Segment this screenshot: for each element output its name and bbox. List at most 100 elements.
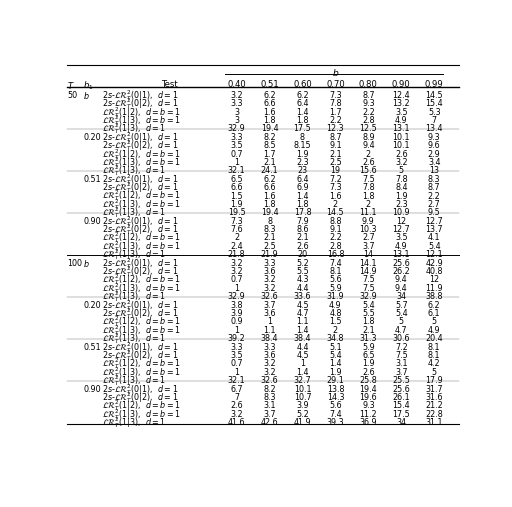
Text: 0.70: 0.70 xyxy=(326,80,345,89)
Text: 3.7: 3.7 xyxy=(263,301,276,310)
Text: 1.4: 1.4 xyxy=(296,326,309,335)
Text: 3.3: 3.3 xyxy=(230,99,243,108)
Text: 14: 14 xyxy=(364,250,373,259)
Text: 31.1: 31.1 xyxy=(425,418,443,427)
Text: 8.2: 8.2 xyxy=(263,133,276,142)
Text: 1.8: 1.8 xyxy=(263,200,276,209)
Text: $\mathcal{L}\mathcal{R}^2_T$(1|3),  $d = 1$: $\mathcal{L}\mathcal{R}^2_T$(1|3), $d = … xyxy=(102,373,166,388)
Text: 2.6: 2.6 xyxy=(362,368,375,377)
Text: 3.6: 3.6 xyxy=(263,267,276,276)
Text: $2s\text{-}\mathcal{L}\mathcal{R}^2_T$(0|2),  $d = 1$: $2s\text{-}\mathcal{L}\mathcal{R}^2_T$(0… xyxy=(102,180,178,195)
Text: $\mathcal{L}\mathcal{R}^2_T$(1|3),  $d = b = 1$: $\mathcal{L}\mathcal{R}^2_T$(1|3), $d = … xyxy=(102,155,181,170)
Text: 3.5: 3.5 xyxy=(395,234,408,242)
Text: 13.1: 13.1 xyxy=(393,124,410,133)
Text: 13.8: 13.8 xyxy=(327,385,344,393)
Text: 6.5: 6.5 xyxy=(362,351,375,360)
Text: 100: 100 xyxy=(67,259,82,268)
Text: $\mathcal{L}\mathcal{R}^2_T$(1|3),  $d = b = 1$: $\mathcal{L}\mathcal{R}^2_T$(1|3), $d = … xyxy=(102,365,181,380)
Text: 7.5: 7.5 xyxy=(395,351,408,360)
Text: 15.4: 15.4 xyxy=(393,402,410,410)
Text: 0.7: 0.7 xyxy=(230,359,243,369)
Text: 2.2: 2.2 xyxy=(428,192,441,201)
Text: 19.4: 19.4 xyxy=(359,385,377,393)
Text: 8.3: 8.3 xyxy=(263,393,276,402)
Text: $2s\text{-}\mathcal{L}\mathcal{R}^2_T$(0|2),  $d = 1$: $2s\text{-}\mathcal{L}\mathcal{R}^2_T$(0… xyxy=(102,348,178,363)
Text: 12: 12 xyxy=(396,216,407,226)
Text: 6.1: 6.1 xyxy=(428,309,440,318)
Text: 3.7: 3.7 xyxy=(362,242,375,251)
Text: 1: 1 xyxy=(234,326,239,335)
Text: 2.6: 2.6 xyxy=(395,150,408,159)
Text: 19.6: 19.6 xyxy=(359,393,377,402)
Text: 32.1: 32.1 xyxy=(228,166,245,175)
Text: 4.9: 4.9 xyxy=(395,242,408,251)
Text: 4.5: 4.5 xyxy=(296,351,309,360)
Text: 7.4: 7.4 xyxy=(329,410,342,419)
Text: 41.9: 41.9 xyxy=(294,418,311,427)
Text: 17.8: 17.8 xyxy=(294,208,311,218)
Text: 7.8: 7.8 xyxy=(395,175,408,184)
Text: 1: 1 xyxy=(234,284,239,293)
Text: 13.7: 13.7 xyxy=(425,225,443,234)
Text: 34.8: 34.8 xyxy=(327,334,344,343)
Text: $2s\text{-}\mathcal{L}\mathcal{R}^2_T$(0|2),  $d = 1$: $2s\text{-}\mathcal{L}\mathcal{R}^2_T$(0… xyxy=(102,390,178,405)
Text: 9.4: 9.4 xyxy=(362,141,375,150)
Text: 25.6: 25.6 xyxy=(392,259,410,268)
Text: 0.51: 0.51 xyxy=(260,80,279,89)
Text: $\mathcal{L}\mathcal{R}^2_T$(1|3),  $d = 1$: $\mathcal{L}\mathcal{R}^2_T$(1|3), $d = … xyxy=(102,331,166,346)
Text: 7.5: 7.5 xyxy=(362,284,375,293)
Text: 3.2: 3.2 xyxy=(263,368,276,377)
Text: 8.5: 8.5 xyxy=(263,141,276,150)
Text: 5.1: 5.1 xyxy=(329,343,342,351)
Text: 34: 34 xyxy=(396,292,407,301)
Text: $b_1$: $b_1$ xyxy=(83,80,94,92)
Text: 8.7: 8.7 xyxy=(362,91,375,100)
Text: $\mathcal{L}\mathcal{R}^2_T$(1|2),  $d = b = 1$: $\mathcal{L}\mathcal{R}^2_T$(1|2), $d = … xyxy=(102,231,181,245)
Text: 1.8: 1.8 xyxy=(296,116,309,125)
Text: 31.9: 31.9 xyxy=(327,292,344,301)
Text: 3.2: 3.2 xyxy=(230,267,243,276)
Text: 2.3: 2.3 xyxy=(296,158,309,167)
Text: $2s\text{-}\mathcal{L}\mathcal{R}^2_T$(0|2),  $d = 1$: $2s\text{-}\mathcal{L}\mathcal{R}^2_T$(0… xyxy=(102,222,178,237)
Text: 7.3: 7.3 xyxy=(230,216,243,226)
Text: 5.3: 5.3 xyxy=(428,107,440,117)
Text: $b$: $b$ xyxy=(83,90,90,101)
Text: 1.1: 1.1 xyxy=(263,326,276,335)
Text: 5.2: 5.2 xyxy=(296,259,309,268)
Text: 0.51: 0.51 xyxy=(83,175,101,184)
Text: 5.4: 5.4 xyxy=(329,351,342,360)
Text: 6.2: 6.2 xyxy=(428,301,440,310)
Text: 19.4: 19.4 xyxy=(261,124,279,133)
Text: 6.2: 6.2 xyxy=(263,91,276,100)
Text: 3: 3 xyxy=(234,107,239,117)
Text: 14.1: 14.1 xyxy=(359,259,377,268)
Text: 2.2: 2.2 xyxy=(362,107,375,117)
Text: $2s\text{-}\mathcal{L}\mathcal{R}^2_T$(0|1),  $d = 1$: $2s\text{-}\mathcal{L}\mathcal{R}^2_T$(0… xyxy=(102,130,178,144)
Text: 0.7: 0.7 xyxy=(230,150,243,159)
Text: 1.8: 1.8 xyxy=(362,317,375,327)
Text: 31.6: 31.6 xyxy=(425,393,443,402)
Text: 5.7: 5.7 xyxy=(395,301,408,310)
Text: 4.7: 4.7 xyxy=(296,309,309,318)
Text: 1.8: 1.8 xyxy=(362,192,375,201)
Text: 3.3: 3.3 xyxy=(263,343,276,351)
Text: 5: 5 xyxy=(432,317,437,327)
Text: 25.8: 25.8 xyxy=(359,376,377,385)
Text: 31.7: 31.7 xyxy=(425,385,443,393)
Text: 2.6: 2.6 xyxy=(230,402,243,410)
Text: 3.9: 3.9 xyxy=(230,309,243,318)
Text: 2.6: 2.6 xyxy=(296,242,309,251)
Text: 3.2: 3.2 xyxy=(230,259,243,268)
Text: 42.9: 42.9 xyxy=(425,259,443,268)
Text: 29.1: 29.1 xyxy=(327,376,344,385)
Text: $\mathcal{L}\mathcal{R}^2_T$(1|3),  $d = b = 1$: $\mathcal{L}\mathcal{R}^2_T$(1|3), $d = … xyxy=(102,197,181,212)
Text: 12.4: 12.4 xyxy=(393,91,410,100)
Text: $\mathcal{L}\mathcal{R}^2_T$(1|3),  $d = b = 1$: $\mathcal{L}\mathcal{R}^2_T$(1|3), $d = … xyxy=(102,281,181,296)
Text: 1.5: 1.5 xyxy=(230,192,243,201)
Text: 7.3: 7.3 xyxy=(329,183,342,192)
Text: 31.3: 31.3 xyxy=(359,334,377,343)
Text: 2.9: 2.9 xyxy=(428,150,441,159)
Text: 2.5: 2.5 xyxy=(263,242,276,251)
Text: 20: 20 xyxy=(297,250,308,259)
Text: 10.1: 10.1 xyxy=(393,141,410,150)
